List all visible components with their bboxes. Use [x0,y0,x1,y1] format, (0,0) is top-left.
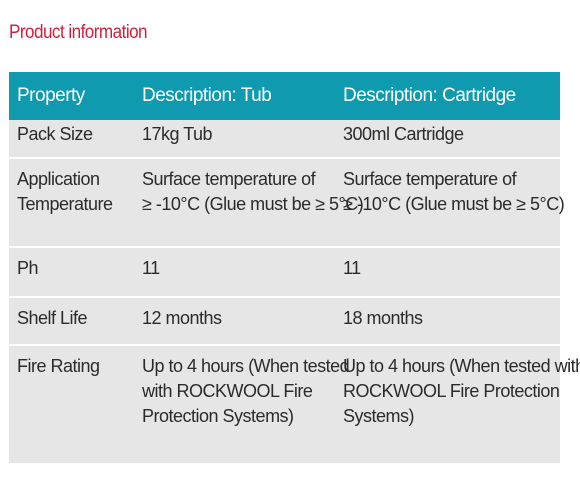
cell-line: 11 [343,258,361,278]
tub-cell: Surface temperature of ≥ -10°C (Glue mus… [134,157,364,247]
header-property: Property [9,72,134,120]
table-row: Application Temperature Surface temperat… [9,157,565,247]
cell-line: Systems) [343,406,415,426]
cell-line: ≥ -10°C (Glue must be ≥ 5°C) [142,194,364,214]
table-header-row: Property Description: Tub Description: C… [9,72,560,120]
cell-line: Up to 4 hours (When tested with [343,356,580,376]
tub-cell: 11 [134,246,335,297]
property-cell: Pack Size [9,120,134,158]
cartridge-cell: Surface temperature of ≥ -10°C (Glue mus… [335,157,565,247]
cell-line: 11 [142,258,160,278]
cell-line: 300ml Cartridge [343,124,464,144]
product-info-table: Property Description: Tub Description: C… [9,72,580,463]
page-title: Product information [9,22,148,43]
cell-line: Surface temperature of [343,169,517,189]
table-row: Shelf Life 12 months 18 months [9,296,560,345]
tub-cell: 17kg Tub [134,120,335,158]
header-description-cartridge: Description: Cartridge [335,72,560,120]
cell-line: with ROCKWOOL Fire [142,381,313,401]
cell-line: Ph [17,258,39,278]
cell-line: 18 months [343,308,423,328]
cartridge-cell: 11 [335,246,560,297]
cell-line: ROCKWOOL Fire Protection [343,381,560,401]
cell-line: Temperature [17,194,113,214]
table-row: Pack Size 17kg Tub 300ml Cartridge [9,120,560,158]
cell-line: 12 months [142,308,222,328]
cartridge-cell: 18 months [335,296,560,345]
property-cell: Fire Rating [9,344,134,463]
cell-line: ≥ -10°C (Glue must be ≥ 5°C) [343,194,565,214]
cell-line: Fire Rating [17,356,100,376]
cell-line: 17kg Tub [142,124,213,144]
cell-line: Protection Systems) [142,406,294,426]
tub-cell: Up to 4 hours (When tested with ROCKWOOL… [134,344,350,463]
cell-line: Shelf Life [17,308,88,328]
cell-line: Pack Size [17,124,93,144]
cartridge-cell: 300ml Cartridge [335,120,560,158]
property-cell: Application Temperature [9,157,134,247]
cell-line: Up to 4 hours (When tested [142,356,350,376]
table-row: Ph 11 11 [9,246,560,297]
table-row: Fire Rating Up to 4 hours (When tested w… [9,344,580,463]
property-cell: Ph [9,246,134,297]
cell-line: Application [17,169,100,189]
header-description-tub: Description: Tub [134,72,335,120]
cell-line: Surface temperature of [142,169,316,189]
cartridge-cell: Up to 4 hours (When tested with ROCKWOOL… [335,344,580,463]
tub-cell: 12 months [134,296,335,345]
property-cell: Shelf Life [9,296,134,345]
